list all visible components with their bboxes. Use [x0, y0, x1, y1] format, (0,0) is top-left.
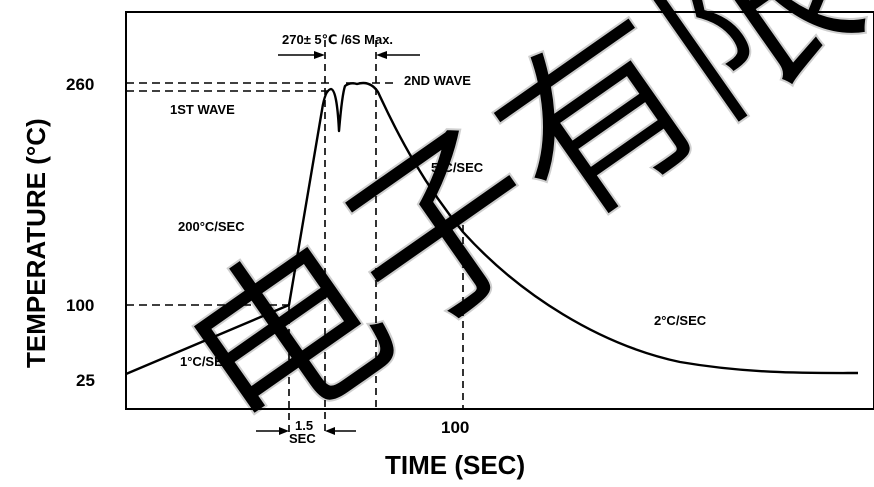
plot-frame [125, 11, 874, 410]
top-dim-right-arrow [376, 51, 387, 59]
label-200c-sec: 200°C/SEC [178, 219, 245, 234]
dim-value: 1.5 [295, 418, 313, 433]
x-tick-100: 100 [441, 418, 469, 437]
label-2c-sec: 2°C/SEC [654, 313, 707, 328]
top-dim-left-arrow [314, 51, 325, 59]
temperature-profile-curve [125, 81, 859, 376]
y-axis-title: TEMPERATURE (°C) [21, 118, 51, 368]
y-tick-260: 260 [66, 75, 94, 94]
dim-unit: SEC [289, 431, 316, 446]
y-tick-100: 100 [66, 296, 94, 315]
bottom-dim-left-arrow [279, 427, 289, 435]
label-2nd-wave: 2ND WAVE [404, 73, 471, 88]
label-5c-sec: 5°C/SEC [431, 160, 484, 175]
x-axis-title: TIME (SEC) [385, 450, 525, 480]
label-1st-wave: 1ST WAVE [170, 102, 235, 117]
bottom-dim-right-arrow [325, 427, 335, 435]
y-tick-25: 25 [76, 371, 95, 390]
top-annotation: 270± 5℃ /6S Max. [282, 32, 393, 47]
label-1c-sec: 1°C/SEC [180, 354, 233, 369]
